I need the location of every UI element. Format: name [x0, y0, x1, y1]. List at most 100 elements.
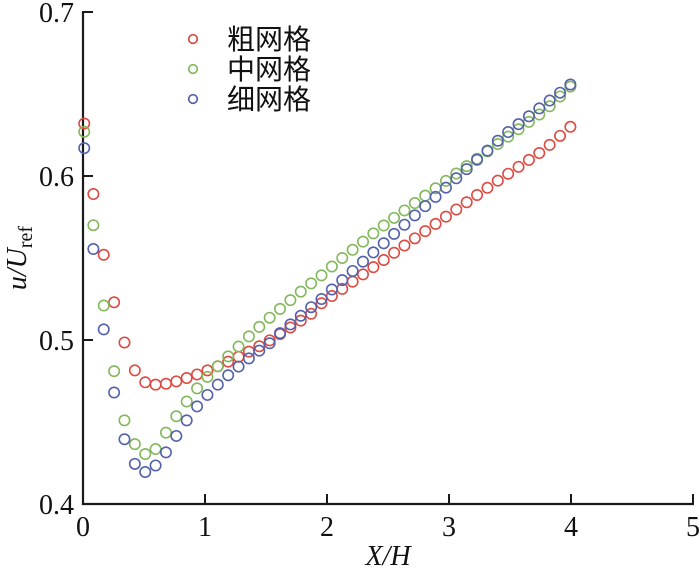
data-point: [377, 253, 390, 266]
legend-label-0: 粗网格: [227, 24, 311, 56]
data-point: [222, 350, 235, 363]
data-point: [491, 134, 504, 147]
data-point: [502, 126, 515, 139]
data-point: [274, 302, 287, 315]
data-point: [232, 350, 245, 363]
data-point: [522, 153, 535, 166]
data-point: [232, 360, 245, 373]
data-point: [419, 189, 432, 202]
data-point: [201, 364, 214, 377]
x-tick-label: 2: [320, 512, 334, 543]
y-tick-label: 0.6: [39, 162, 74, 193]
data-point: [325, 283, 338, 296]
data-point: [481, 144, 494, 157]
series-1: [78, 80, 577, 460]
x-tick-label: 0: [76, 512, 90, 543]
data-point: [336, 252, 349, 265]
x-axis-title: X/H: [364, 541, 412, 572]
data-point: [128, 364, 141, 377]
data-point: [439, 181, 452, 194]
data-point: [377, 219, 390, 232]
data-point: [408, 197, 421, 210]
data-point: [439, 210, 452, 223]
data-point: [471, 153, 484, 166]
data-point: [294, 314, 307, 327]
data-point: [108, 386, 121, 399]
data-point: [180, 372, 193, 385]
data-point: [159, 446, 172, 459]
data-point: [128, 457, 141, 470]
data-point: [305, 277, 318, 290]
data-point: [108, 365, 121, 378]
data-point: [471, 189, 484, 202]
y-axis-title-subscript: ref: [15, 226, 37, 249]
data-point: [118, 414, 131, 427]
data-point: [367, 227, 380, 240]
y-tick-label: 0.4: [39, 490, 74, 521]
data-point: [149, 459, 162, 472]
data-point: [191, 400, 204, 413]
data-point: [512, 118, 525, 131]
data-point: [149, 443, 162, 456]
data-point: [429, 190, 442, 203]
data-point: [543, 94, 556, 107]
data-point: [315, 269, 328, 282]
data-point: [118, 336, 131, 349]
data-point: [554, 129, 567, 142]
y-axis-ticks: 0.4 0.5 0.6 0.7: [39, 0, 93, 521]
data-point: [554, 90, 567, 103]
data-point: [346, 243, 359, 256]
data-point: [87, 188, 100, 201]
data-point: [512, 160, 525, 173]
x-tick-label: 1: [198, 512, 212, 543]
data-point: [398, 218, 411, 231]
data-point: [159, 426, 172, 439]
data-point: [242, 352, 255, 365]
data-point: [97, 299, 110, 312]
data-point: [263, 337, 276, 350]
data-point: [78, 117, 91, 130]
data-point: [388, 227, 401, 240]
data-point: [170, 410, 183, 423]
data-point: [170, 375, 183, 388]
data-point: [170, 429, 183, 442]
data-point: [305, 301, 318, 314]
data-point: [564, 120, 577, 133]
data-point: [108, 296, 121, 309]
legend-marker-2: [187, 93, 199, 105]
data-point: [211, 360, 224, 373]
series-2: [78, 78, 577, 479]
data-point: [253, 320, 266, 333]
data-point: [97, 248, 110, 261]
data-point: [554, 86, 567, 99]
data-point: [419, 200, 432, 213]
data-point: [377, 237, 390, 250]
y-tick-label: 0.7: [39, 0, 74, 29]
data-point: [564, 78, 577, 91]
data-point: [533, 102, 546, 115]
data-point: [450, 172, 463, 185]
data-point: [97, 323, 110, 336]
data-point: [242, 330, 255, 343]
data-point: [294, 309, 307, 322]
data-point: [78, 142, 91, 155]
data-point: [139, 466, 152, 479]
data-point: [274, 327, 287, 340]
data-point: [533, 108, 546, 121]
data-point: [460, 196, 473, 209]
data-point: [87, 219, 100, 232]
y-axis-title-main: u/U: [2, 246, 33, 290]
data-point: [491, 174, 504, 187]
x-tick-label: 4: [564, 512, 578, 543]
data-point: [481, 181, 494, 194]
data-point: [408, 209, 421, 222]
y-tick-label: 0.5: [39, 326, 74, 357]
data-point: [284, 294, 297, 307]
data-point: [139, 447, 152, 460]
x-axis-ticks: 0 1 2 3 4 5: [76, 494, 700, 543]
data-point: [191, 382, 204, 395]
data-point: [356, 268, 369, 281]
data-point: [284, 318, 297, 331]
